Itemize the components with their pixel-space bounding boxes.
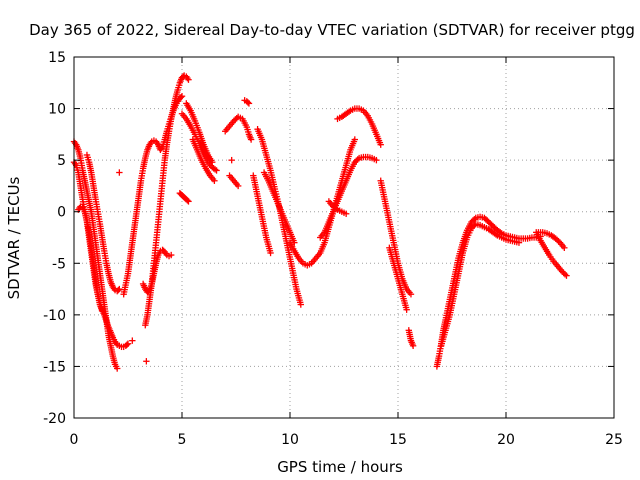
- data-point: [123, 341, 131, 348]
- data-point: [563, 272, 570, 279]
- data-point: [177, 94, 185, 101]
- y-tick-label: 0: [57, 205, 66, 221]
- x-tick-label: 5: [178, 432, 187, 448]
- data-point: [168, 251, 175, 259]
- data-point: [209, 159, 216, 166]
- data-point: [332, 205, 340, 212]
- y-tick-label: 15: [48, 50, 66, 66]
- data-point: [297, 301, 304, 308]
- chart-title: Day 365 of 2022, Sidereal Day-to-day VTE…: [29, 21, 635, 39]
- y-axis-label: SDTVAR / TECUs: [5, 176, 23, 299]
- x-tick-label: 0: [70, 432, 79, 448]
- data-point: [114, 365, 121, 372]
- data-point: [515, 239, 523, 246]
- x-tick-label: 25: [605, 432, 623, 448]
- data-point: [377, 141, 384, 148]
- data-point: [342, 210, 350, 217]
- data-point: [351, 136, 358, 143]
- x-tick-label: 15: [389, 432, 407, 448]
- data-point: [129, 337, 136, 344]
- data-point: [492, 231, 500, 238]
- data-point: [471, 216, 478, 223]
- data-point: [373, 156, 380, 164]
- data-point: [228, 156, 235, 164]
- data-point: [244, 99, 252, 106]
- data-point: [213, 167, 220, 174]
- data-point: [497, 229, 504, 236]
- x-tick-label: 10: [281, 432, 299, 448]
- data-point: [409, 342, 417, 349]
- data-point: [178, 92, 186, 100]
- data-point: [143, 358, 150, 365]
- data-point: [561, 244, 568, 252]
- data-point: [471, 222, 478, 229]
- y-tick-label: 5: [57, 153, 66, 169]
- y-tick-label: -5: [52, 256, 66, 272]
- data-point: [234, 182, 242, 190]
- y-tick-label: -10: [43, 308, 66, 324]
- data-points: [70, 72, 570, 372]
- data-point: [184, 197, 191, 204]
- data-point: [267, 249, 274, 257]
- data-point: [247, 136, 255, 143]
- data-point: [211, 177, 218, 184]
- data-point: [345, 108, 353, 115]
- data-point: [185, 198, 192, 205]
- data-point: [98, 307, 106, 314]
- y-tick-label: -15: [43, 359, 66, 375]
- data-point: [245, 100, 253, 107]
- data-point: [561, 271, 569, 278]
- data-point: [211, 166, 219, 173]
- data-point: [555, 238, 562, 245]
- x-axis-label: GPS time / hours: [277, 458, 403, 476]
- axis-ticks: 0 5 10 15 20 25 15 10 5 0 -5 -10 -15 -20: [43, 50, 623, 448]
- data-point: [185, 76, 192, 83]
- data-point: [407, 291, 415, 298]
- y-tick-label: 10: [48, 102, 66, 118]
- data-point: [354, 156, 361, 163]
- plot-frame: [73, 56, 615, 419]
- y-tick-label: -20: [43, 411, 66, 427]
- x-tick-label: 20: [497, 432, 515, 448]
- data-point: [124, 340, 132, 347]
- data-point: [115, 286, 122, 294]
- data-point: [116, 169, 123, 176]
- data-point: [403, 306, 410, 313]
